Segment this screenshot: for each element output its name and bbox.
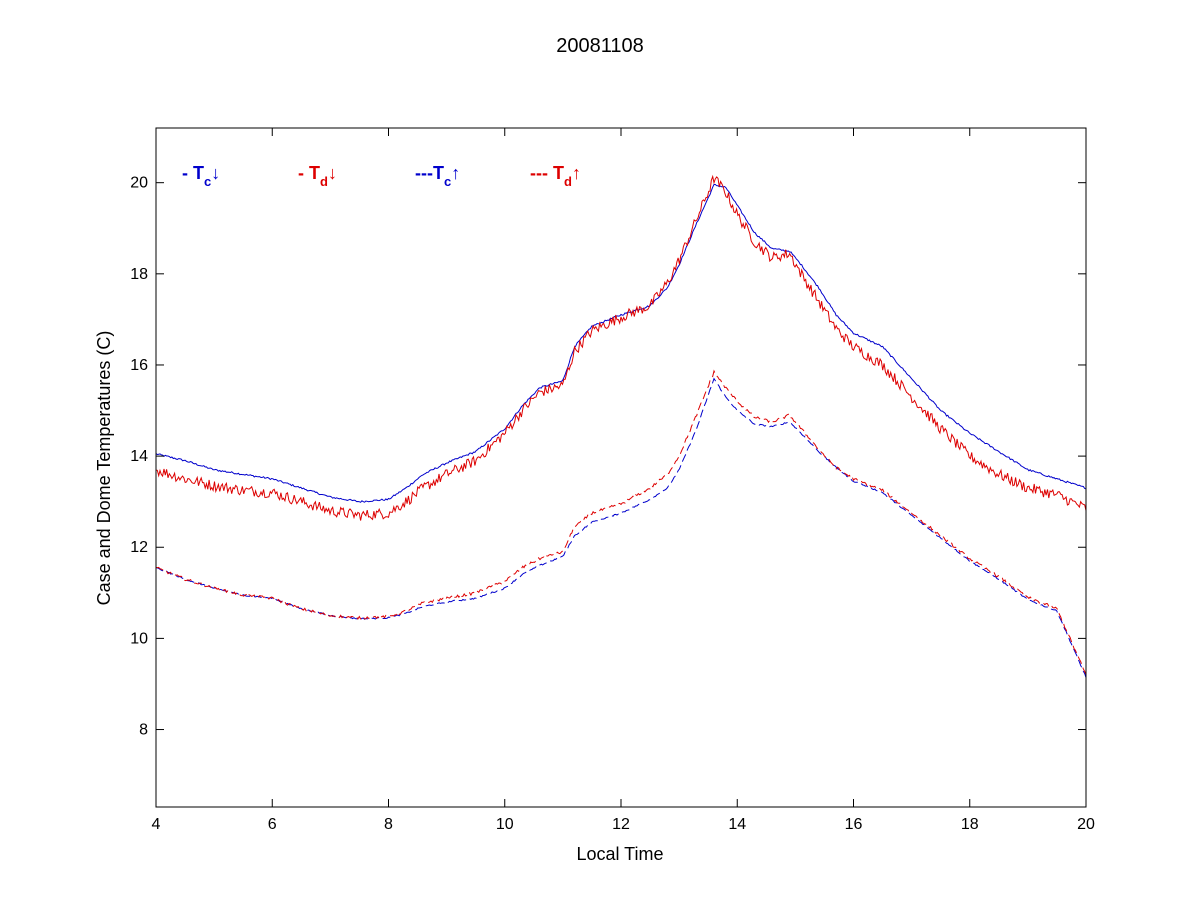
x-tick-label: 14 bbox=[728, 816, 746, 833]
series-line-3 bbox=[156, 369, 1087, 675]
legend-arrow: ↓ bbox=[328, 163, 337, 183]
legend-symbol: T bbox=[433, 163, 444, 183]
legend-prefix: - bbox=[182, 163, 193, 183]
x-tick-label: 16 bbox=[845, 816, 863, 833]
y-axis-label: Case and Dome Temperatures (C) bbox=[94, 331, 114, 606]
legend-symbol: T bbox=[193, 163, 204, 183]
legend-arrow: ↑ bbox=[451, 163, 460, 183]
y-tick-label: 14 bbox=[130, 448, 148, 465]
series-group bbox=[155, 174, 1087, 678]
x-tick-label: 10 bbox=[496, 816, 514, 833]
chart-title: 20081108 bbox=[556, 35, 644, 57]
legend-entry: - Tc↓ bbox=[182, 163, 220, 189]
y-axis: 8 10 12 14 16 18 20 bbox=[130, 175, 1086, 739]
x-tick-label: 20 bbox=[1077, 816, 1095, 833]
legend-prefix: - bbox=[298, 163, 309, 183]
legend-entry: - Td↓ bbox=[298, 163, 337, 189]
x-tick-label: 12 bbox=[612, 816, 630, 833]
legend-symbol: T bbox=[553, 163, 564, 183]
legend-entry: ---Tc↑ bbox=[415, 163, 460, 189]
x-tick-label: 4 bbox=[152, 816, 161, 833]
series-line-0 bbox=[155, 184, 1087, 503]
y-tick-label: 12 bbox=[130, 539, 148, 556]
legend-arrow: ↑ bbox=[572, 163, 581, 183]
legend-symbol: T bbox=[309, 163, 320, 183]
legend-entry: --- Td↑ bbox=[530, 163, 581, 189]
y-tick-label: 20 bbox=[130, 175, 148, 192]
legend-subscript: c bbox=[204, 174, 211, 189]
legend-prefix: --- bbox=[415, 163, 433, 183]
x-axis: 4 6 8 10 12 14 16 18 20 bbox=[152, 128, 1095, 833]
legend-subscript: c bbox=[444, 174, 451, 189]
x-axis-label: Local Time bbox=[576, 844, 663, 864]
series-line-1 bbox=[155, 174, 1087, 521]
y-tick-label: 10 bbox=[130, 630, 148, 647]
legend-subscript: d bbox=[564, 174, 572, 189]
x-tick-label: 18 bbox=[961, 816, 979, 833]
x-tick-label: 8 bbox=[384, 816, 393, 833]
legend-subscript: d bbox=[320, 174, 328, 189]
legend-prefix: --- bbox=[530, 163, 553, 183]
y-tick-label: 18 bbox=[130, 266, 148, 283]
y-tick-label: 8 bbox=[139, 722, 148, 739]
x-tick-label: 6 bbox=[268, 816, 277, 833]
legend-arrow: ↓ bbox=[211, 163, 220, 183]
legend: - Tc↓ - Td↓ ---Tc↑ --- Td↑ bbox=[182, 163, 581, 189]
y-tick-label: 16 bbox=[130, 357, 148, 374]
